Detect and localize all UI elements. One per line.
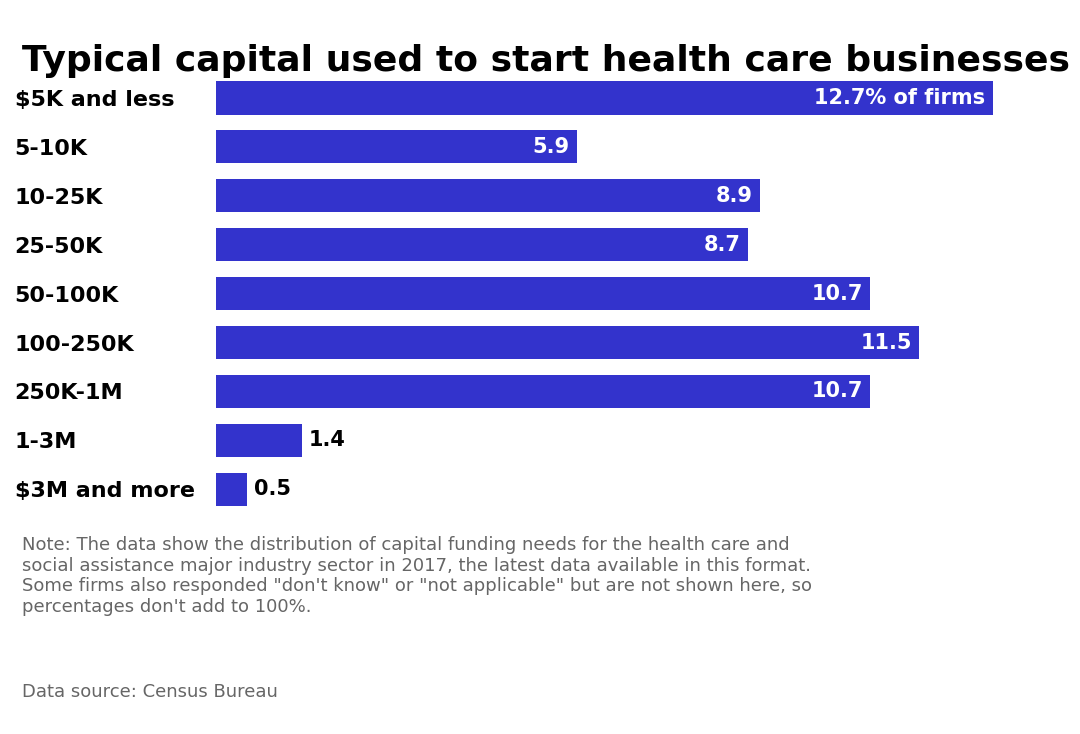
Text: 5.9: 5.9 [532, 137, 569, 157]
Text: Typical capital used to start health care businesses: Typical capital used to start health car… [22, 44, 1069, 78]
Text: 8.9: 8.9 [716, 186, 753, 206]
Text: 10.7: 10.7 [811, 283, 863, 304]
Bar [216, 81, 993, 115]
Text: 11.5: 11.5 [861, 333, 912, 352]
Bar [216, 277, 870, 310]
Bar [216, 179, 760, 212]
Bar [216, 130, 577, 164]
Text: 1.4: 1.4 [309, 430, 346, 451]
Text: 0.5: 0.5 [254, 479, 291, 499]
Bar [216, 326, 919, 359]
Text: 12.7% of firms: 12.7% of firms [814, 88, 985, 108]
Bar [216, 424, 301, 457]
Bar [216, 473, 246, 506]
Text: 8.7: 8.7 [704, 235, 741, 255]
Text: Data source: Census Bureau: Data source: Census Bureau [22, 683, 278, 701]
Text: 10.7: 10.7 [811, 382, 863, 401]
Text: Note: The data show the distribution of capital funding needs for the health car: Note: The data show the distribution of … [22, 536, 811, 617]
Bar [216, 375, 870, 408]
Bar [216, 228, 748, 261]
